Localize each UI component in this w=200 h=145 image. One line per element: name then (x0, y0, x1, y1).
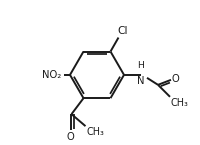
Text: CH₃: CH₃ (86, 127, 104, 137)
Text: O: O (66, 132, 74, 142)
Text: H: H (137, 61, 144, 70)
Text: O: O (171, 74, 179, 84)
Text: NO₂: NO₂ (42, 70, 61, 80)
Text: N: N (137, 76, 144, 86)
Text: Cl: Cl (117, 26, 127, 36)
Text: CH₃: CH₃ (170, 98, 188, 108)
